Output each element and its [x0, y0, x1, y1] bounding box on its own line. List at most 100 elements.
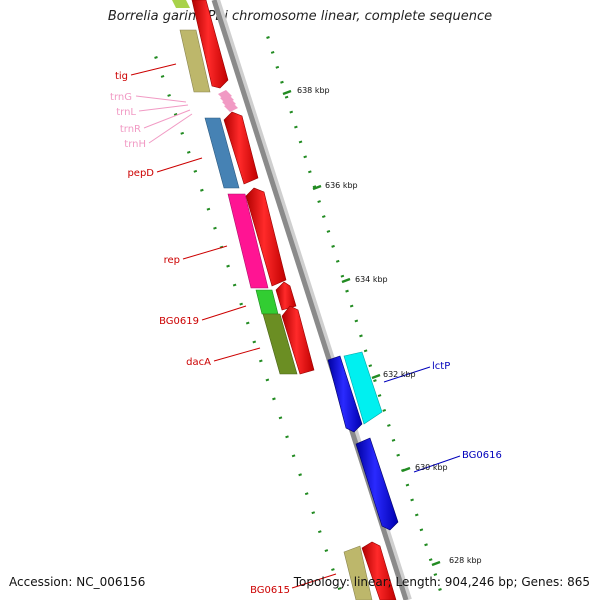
gene-block-lctP	[343, 351, 383, 425]
minor-tick	[298, 140, 303, 144]
minor-tick	[405, 483, 410, 487]
minor-tick	[154, 56, 158, 59]
leader-BG0616	[413, 455, 461, 473]
minor-tick	[331, 244, 335, 248]
minor-tick	[275, 65, 280, 69]
minor-tick	[304, 492, 309, 496]
minor-tick	[377, 394, 382, 398]
minor-tick	[410, 498, 414, 502]
minor-tick	[272, 397, 276, 401]
label-trnG: trnG	[110, 92, 132, 103]
gene-block-pepD	[204, 117, 240, 189]
major-tick	[371, 373, 381, 380]
minor-tick	[245, 321, 250, 325]
minor-tick	[265, 378, 270, 382]
leader-dacA	[213, 347, 261, 362]
scale-label: 632 kbp	[383, 370, 416, 379]
minor-tick	[414, 513, 419, 517]
gene-block-BG0615	[343, 545, 373, 600]
minor-tick	[324, 549, 329, 553]
gene-block-tig	[179, 29, 211, 93]
minor-tick	[387, 423, 391, 427]
gene-block-BG0619	[255, 289, 279, 315]
arrow-BG0615	[361, 541, 397, 600]
minor-tick	[160, 75, 165, 78]
label-BG0619: BG0619	[159, 316, 199, 327]
minor-tick	[280, 80, 284, 84]
scale-label: 634 kbp	[355, 275, 388, 284]
scale-label: 636 kbp	[325, 181, 358, 190]
label-tig: tig	[115, 71, 128, 82]
minor-tick	[173, 112, 178, 116]
minor-tick	[317, 530, 322, 534]
leader-trnR	[143, 109, 191, 129]
minor-tick	[193, 169, 198, 173]
minor-tick	[270, 50, 275, 54]
minor-tick	[396, 453, 400, 457]
minor-tick	[291, 454, 296, 458]
minor-tick	[303, 155, 308, 159]
scale-labels: 638 kbp 636 kbp 634 kbp 632 kbp 630 kbp …	[282, 86, 482, 567]
label-BG0615: BG0615	[250, 585, 290, 596]
label-trnH: trnH	[124, 139, 146, 150]
arrow-trnH	[224, 102, 238, 112]
leader-tig	[130, 63, 177, 76]
scale-label: 638 kbp	[297, 86, 330, 95]
minor-tick	[340, 274, 345, 278]
minor-tick	[284, 95, 289, 99]
minor-tick	[317, 200, 321, 204]
minor-tick	[331, 568, 335, 572]
minor-tick	[438, 588, 442, 591]
minor-tick	[259, 359, 263, 363]
leader-BG0615	[291, 573, 337, 589]
minor-tick	[363, 349, 368, 353]
gene-block-top	[172, 0, 190, 8]
minor-tick	[252, 340, 257, 344]
minor-tick	[167, 93, 171, 97]
label-BG0616: BG0616	[462, 450, 502, 461]
label-dacA: dacA	[186, 357, 211, 368]
leader-lctP	[383, 366, 431, 383]
arrow-lctP	[327, 355, 363, 433]
leader-trnH	[148, 113, 193, 144]
minor-tick	[337, 587, 342, 590]
minor-tick	[354, 319, 359, 323]
leader-rep	[182, 245, 228, 260]
major-tick	[431, 560, 441, 567]
arrow-BG0619	[275, 281, 297, 311]
label-lctP: lctP	[432, 361, 450, 372]
major-tick	[341, 277, 351, 284]
leader-trnG	[135, 95, 187, 103]
minor-tick	[312, 185, 317, 189]
minor-tick	[298, 473, 302, 477]
leader-trnL	[138, 104, 189, 112]
gene-block-rep	[227, 193, 269, 289]
minor-tick	[285, 435, 289, 439]
minor-tick	[180, 131, 185, 135]
gene-block-dacA	[262, 313, 298, 375]
minor-tick	[311, 511, 316, 515]
minor-tick	[391, 438, 396, 442]
major-tick	[401, 466, 411, 473]
minor-tick	[289, 110, 294, 114]
scale-ruler	[154, 36, 442, 591]
major-tick	[312, 184, 322, 191]
minor-tick	[326, 229, 331, 233]
minor-tick	[373, 379, 377, 383]
minor-tick	[200, 188, 204, 192]
accession-text: Accession: NC_006156	[9, 575, 146, 589]
scale-label: 630 kbp	[415, 463, 448, 472]
arrow-rep	[245, 187, 287, 287]
minor-tick	[359, 334, 363, 338]
leader-pepD	[156, 157, 203, 173]
major-tick	[282, 89, 292, 96]
minor-tick	[368, 364, 373, 368]
minor-tick	[321, 215, 326, 218]
arrow-tig	[191, 0, 229, 89]
label-trnL: trnL	[116, 107, 136, 118]
minor-tick	[335, 259, 340, 263]
minor-tick	[308, 170, 312, 174]
topology-text: Topology: linear; Length: 904,246 bp; Ge…	[293, 575, 590, 589]
minor-tick	[345, 289, 349, 293]
label-rep: rep	[164, 255, 180, 266]
